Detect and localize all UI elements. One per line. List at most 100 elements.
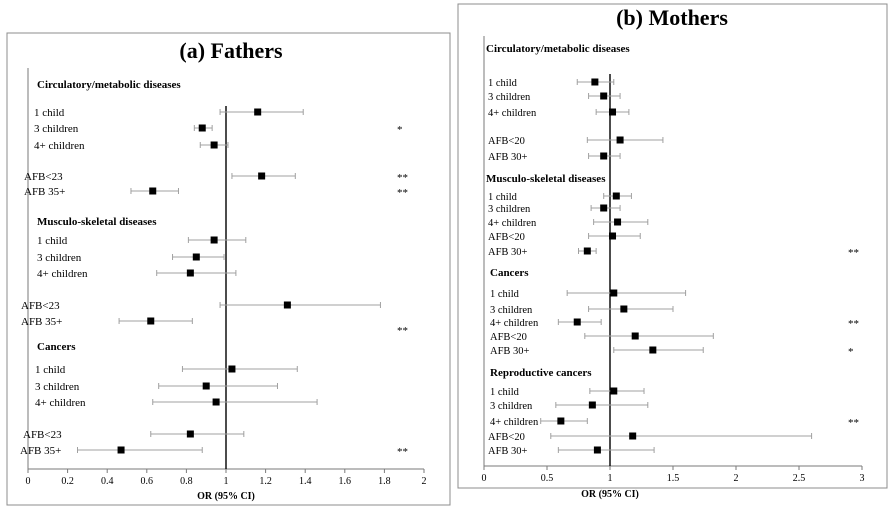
point-estimate-marker xyxy=(609,232,617,240)
x-tick-label: 0.8 xyxy=(180,476,193,487)
row-label: 3 children xyxy=(34,123,79,135)
row-label: 4+ children xyxy=(488,218,537,229)
significance-marker: ** xyxy=(848,247,859,259)
x-tick-label: 1 xyxy=(608,473,613,484)
row-label: 3 children xyxy=(488,92,531,103)
point-estimate-marker xyxy=(591,78,599,86)
x-tick-label: 1.6 xyxy=(339,476,352,487)
point-estimate-marker xyxy=(198,124,206,132)
row-label: 4+ children xyxy=(35,397,86,409)
point-estimate-marker xyxy=(600,152,608,160)
x-tick-label: 1.4 xyxy=(299,476,312,487)
point-estimate-marker xyxy=(631,332,639,340)
row-label: AFB 35+ xyxy=(21,316,62,328)
row-label: AFB 30+ xyxy=(488,247,528,258)
row-label: 1 child xyxy=(488,78,518,89)
panel-mothers: (b) Mothers 0 0.5 1 1.5 2 2.5 3 OR (95% CI) Circu… xyxy=(457,3,888,500)
group-header: Circulatory/metabolic diseases xyxy=(486,43,630,55)
row-label: AFB<20 xyxy=(488,432,525,443)
point-estimate-marker xyxy=(254,108,262,116)
group-header: Circulatory/metabolic diseases xyxy=(37,79,181,91)
x-tick-label: 3 xyxy=(860,473,865,484)
significance-marker: * xyxy=(397,124,403,136)
group-header: Cancers xyxy=(37,341,76,353)
row-label: 3 children xyxy=(35,381,80,393)
point-estimate-marker xyxy=(557,417,565,425)
point-estimate-marker xyxy=(588,401,596,409)
point-estimate-marker xyxy=(649,346,657,354)
point-estimate-marker xyxy=(210,236,218,244)
row-label: AFB 35+ xyxy=(24,186,65,198)
point-estimate-marker xyxy=(612,192,620,200)
row-label: 1 child xyxy=(490,387,520,398)
row-label: AFB<23 xyxy=(23,429,62,441)
point-estimate-marker xyxy=(600,204,608,212)
row-label: AFB<20 xyxy=(488,136,525,147)
significance-marker: ** xyxy=(397,446,408,458)
row-label: 1 child xyxy=(488,192,518,203)
point-estimate-marker xyxy=(258,172,266,180)
point-estimate-marker xyxy=(228,365,236,373)
point-estimate-marker xyxy=(186,269,194,277)
x-tick-label: 0 xyxy=(26,476,31,487)
x-tick-label: 1.2 xyxy=(259,476,272,487)
significance-marker: * xyxy=(848,346,854,358)
row-label: AFB 30+ xyxy=(490,346,530,357)
point-estimate-marker xyxy=(610,387,618,395)
point-estimate-marker xyxy=(283,301,291,309)
row-label: 4+ children xyxy=(488,108,537,119)
row-label: 4+ children xyxy=(34,140,85,152)
row-label: 1 child xyxy=(37,235,68,247)
row-label: 3 children xyxy=(488,204,531,215)
row-label: 1 child xyxy=(34,107,65,119)
x-tick-label: 2.5 xyxy=(793,473,806,484)
panel-title: (a) Fathers xyxy=(179,38,283,63)
point-estimate-marker xyxy=(600,92,608,100)
row-label: AFB<20 xyxy=(488,232,525,243)
panel-frame xyxy=(457,3,888,489)
point-estimate-marker xyxy=(583,247,591,255)
row-label: AFB<23 xyxy=(21,300,60,312)
significance-marker: ** xyxy=(397,172,408,184)
x-tick-label: 0.5 xyxy=(541,473,554,484)
row-label: 4+ children xyxy=(490,318,539,329)
point-estimate-marker xyxy=(149,187,157,195)
point-estimate-marker xyxy=(210,141,218,149)
row-label: AFB 30+ xyxy=(488,446,528,457)
group-header: Reproductive cancers xyxy=(490,367,592,379)
x-tick-label: 2 xyxy=(422,476,427,487)
row-label: 3 children xyxy=(490,305,533,316)
point-estimate-marker xyxy=(147,317,155,325)
significance-marker: ** xyxy=(397,187,408,199)
point-estimate-marker xyxy=(629,432,637,440)
point-estimate-marker xyxy=(573,318,581,326)
row-label: AFB<20 xyxy=(490,332,527,343)
row-label: 4+ children xyxy=(37,268,88,280)
row-label: 1 child xyxy=(35,364,66,376)
x-tick-label: 2 xyxy=(734,473,739,484)
point-estimate-marker xyxy=(212,398,220,406)
group-header: Musculo-skeletal diseases xyxy=(37,216,157,228)
point-estimate-marker xyxy=(202,382,210,390)
significance-marker: ** xyxy=(848,417,859,429)
point-estimate-marker xyxy=(620,305,628,313)
row-label: 1 child xyxy=(490,289,520,300)
x-tick-label: 1.5 xyxy=(667,473,680,484)
row-label: 3 children xyxy=(490,401,533,412)
point-estimate-marker xyxy=(614,218,622,226)
x-tick-label: 0.2 xyxy=(61,476,74,487)
row-label: AFB<23 xyxy=(24,171,63,183)
group-header: Cancers xyxy=(490,267,529,279)
x-axis-label: OR (95% CI) xyxy=(197,491,255,502)
point-estimate-marker xyxy=(609,108,617,116)
significance-marker: ** xyxy=(397,325,408,337)
row-label: 4+ children xyxy=(490,417,539,428)
x-tick-label: 1 xyxy=(224,476,229,487)
point-estimate-marker xyxy=(610,289,618,297)
point-estimate-marker xyxy=(192,253,200,261)
row-label: AFB 30+ xyxy=(488,152,528,163)
point-estimate-marker xyxy=(593,446,601,454)
row-label: 3 children xyxy=(37,252,82,264)
point-estimate-marker xyxy=(186,430,194,438)
